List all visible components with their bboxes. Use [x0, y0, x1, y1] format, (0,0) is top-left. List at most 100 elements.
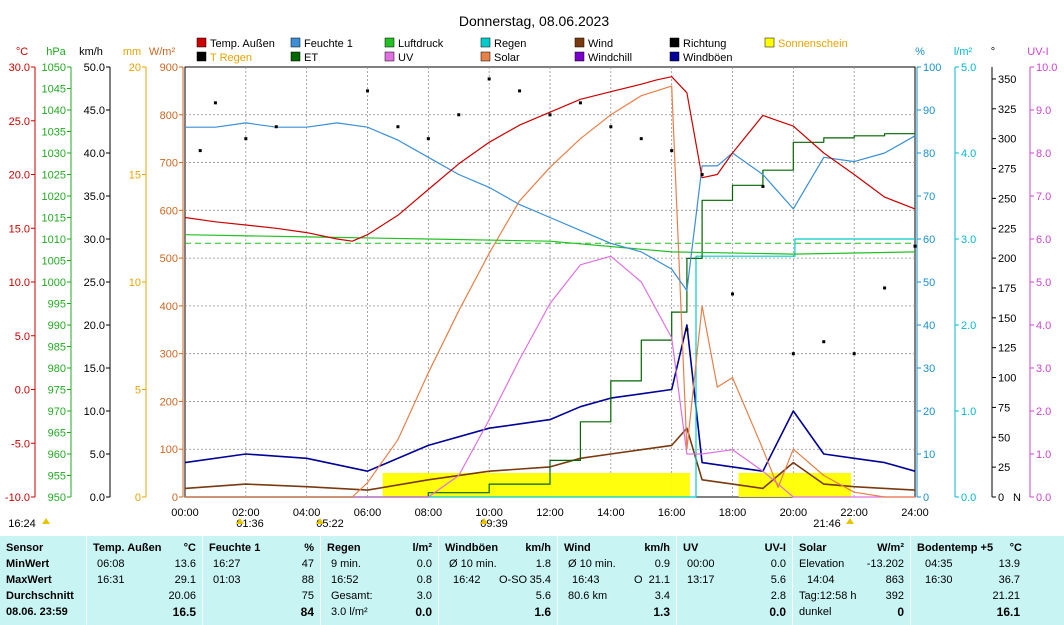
plot-frame: [184, 66, 916, 498]
stats-wind-r3-val: 3.4: [654, 590, 670, 602]
y-tick-label: 1020: [42, 191, 66, 203]
x-tick-label: 18:00: [719, 507, 747, 519]
stats-humidity-min-time: 16:27: [213, 558, 241, 570]
y-tick-label: 10: [129, 277, 141, 289]
y-tick-label: 0: [923, 492, 929, 504]
stats-humidity-min: 47: [301, 558, 314, 570]
stats-soil-title: Bodentemp +5: [917, 542, 994, 554]
y-axis-unit: %: [915, 46, 925, 58]
stats-col-sensor: Sensor MinWert MaxWert Durchschnitt 08.0…: [0, 536, 86, 625]
stats-wind-r2-dir: O: [634, 574, 643, 586]
y-tick-label: 4.0: [1036, 320, 1051, 332]
direction-point: [518, 89, 522, 93]
y-tick-label: 275: [998, 164, 1016, 176]
stats-col-temp: Temp. Außen °C 06:08 13.6 16:31 29.1 20.…: [87, 536, 202, 625]
y-tick-label: 990: [48, 320, 66, 332]
time-marker-label: 09:39: [480, 518, 508, 530]
direction-point: [548, 113, 552, 117]
y-tick-label: 8.0: [1036, 148, 1051, 160]
stats-gust-r1-val: 1.8: [535, 558, 551, 570]
y-tick-label: 325: [998, 104, 1016, 116]
legend-label: Windchill: [588, 52, 632, 64]
legend-swatch: [290, 37, 301, 48]
y-tick-label: 125: [998, 343, 1016, 355]
stats-gust-unit: km/h: [525, 542, 551, 554]
stats-soil-r1-label: 04:35: [925, 558, 953, 570]
direction-point: [487, 77, 491, 81]
stats-rain-r1-label: 9 min.: [331, 558, 361, 570]
x-tick-label: 02:00: [232, 507, 260, 519]
stats-solar-r3-label: Tag:12:58 h: [799, 590, 857, 602]
stats-rain-r4-label: 3.0 l/m²: [331, 606, 368, 618]
stats-solar-unit: W/m²: [877, 542, 904, 554]
direction-point: [244, 137, 248, 141]
series-line-solar: [185, 85, 915, 498]
stats-humidity-avg: 75: [301, 590, 314, 602]
y-tick-label: 10.0: [84, 406, 105, 418]
y-tick-label: 9.0: [1036, 105, 1051, 117]
legend-swatch: [384, 37, 395, 48]
stats-uv-r2-val: 5.6: [770, 574, 786, 586]
y-tick-label: 700: [160, 158, 178, 170]
y-tick-label: 50: [923, 277, 935, 289]
direction-point: [670, 149, 674, 153]
y-tick-label: 150: [998, 313, 1016, 325]
stats-humidity-unit: %: [304, 542, 314, 554]
y-tick-label: 965: [48, 428, 66, 440]
y-tick-label: 300: [160, 349, 178, 361]
time-marker-label: 05:22: [316, 518, 344, 530]
stats-rain-r2-label: 16:52: [331, 574, 359, 586]
y-tick-label: 1025: [42, 170, 66, 182]
x-tick-label: 08:00: [415, 507, 443, 519]
direction-point: [457, 113, 461, 117]
stats-wind-r3-label: 80.6 km: [568, 590, 608, 602]
direction-point: [609, 125, 613, 129]
time-marker-triangle: [846, 518, 854, 524]
direction-n-label: N: [1013, 492, 1021, 504]
stats-uv-r2-label: 13:17: [687, 574, 715, 586]
legend-swatch: [669, 51, 680, 62]
plot-area: [184, 76, 917, 498]
stats-temp-min-time: 06:08: [97, 558, 125, 570]
legend-label: Solar: [494, 52, 520, 64]
y-tick-label: 20.0: [84, 320, 105, 332]
direction-point: [822, 340, 826, 344]
y-tick-label: 40.0: [84, 148, 105, 160]
stats-rain-title: Regen: [327, 542, 361, 554]
stats-solar-r1-val: -13.202: [866, 558, 904, 570]
y-axis-unit: hPa: [46, 46, 66, 58]
stats-col-soil: Bodentemp +5 °C 04:35 13.9 16:30 36.7 21…: [911, 536, 1026, 625]
y-tick-label: 25: [998, 462, 1010, 474]
x-tick-label: 06:00: [354, 507, 382, 519]
y-tick-label: 10.0: [9, 277, 30, 289]
y-axis-unit: °C: [16, 46, 28, 58]
direction-point: [213, 101, 217, 105]
stats-col-humidity: Feuchte 1 % 16:27 47 01:03 88 75 84: [203, 536, 320, 625]
direction-point: [700, 173, 704, 176]
stats-soil-r4-val: 16.1: [996, 605, 1020, 619]
stats-wind-r1-val: 0.9: [654, 558, 670, 570]
y-tick-label: 400: [160, 301, 178, 313]
y-tick-label: 20: [923, 406, 935, 418]
y-tick-label: 70: [923, 191, 935, 203]
stats-wind-r4-val: 1.3: [653, 605, 670, 619]
stats-uv-r4-val: 0.0: [769, 605, 786, 619]
stats-solar-r2-val: 863: [885, 574, 904, 586]
x-tick-label: 22:00: [840, 507, 868, 519]
y-tick-label: 100: [160, 444, 178, 456]
direction-point: [366, 89, 369, 93]
stats-humidity-max: 88: [301, 574, 314, 586]
y-tick-label: 75: [998, 402, 1010, 414]
legend-label: ET: [304, 52, 318, 64]
legend-label: Wind: [588, 38, 613, 50]
y-tick-label: 30.0: [84, 234, 105, 246]
stats-label-avg: Durchschnitt: [6, 590, 74, 602]
y-tick-label: 15.0: [84, 363, 105, 375]
x-tick-label: 14:00: [597, 507, 625, 519]
axes: 00:00 02:00 04:00 06:00 08:00 10:00 12:00 14:00…: [5, 46, 1058, 519]
stats-gust-r2-dir: O-SO: [499, 574, 528, 586]
stats-wind-r2-val: 21.1: [648, 574, 670, 586]
time-marker-triangle: [236, 518, 244, 524]
y-tick-label: 25.0: [9, 116, 30, 128]
y-tick-label: 1.0: [961, 406, 976, 418]
